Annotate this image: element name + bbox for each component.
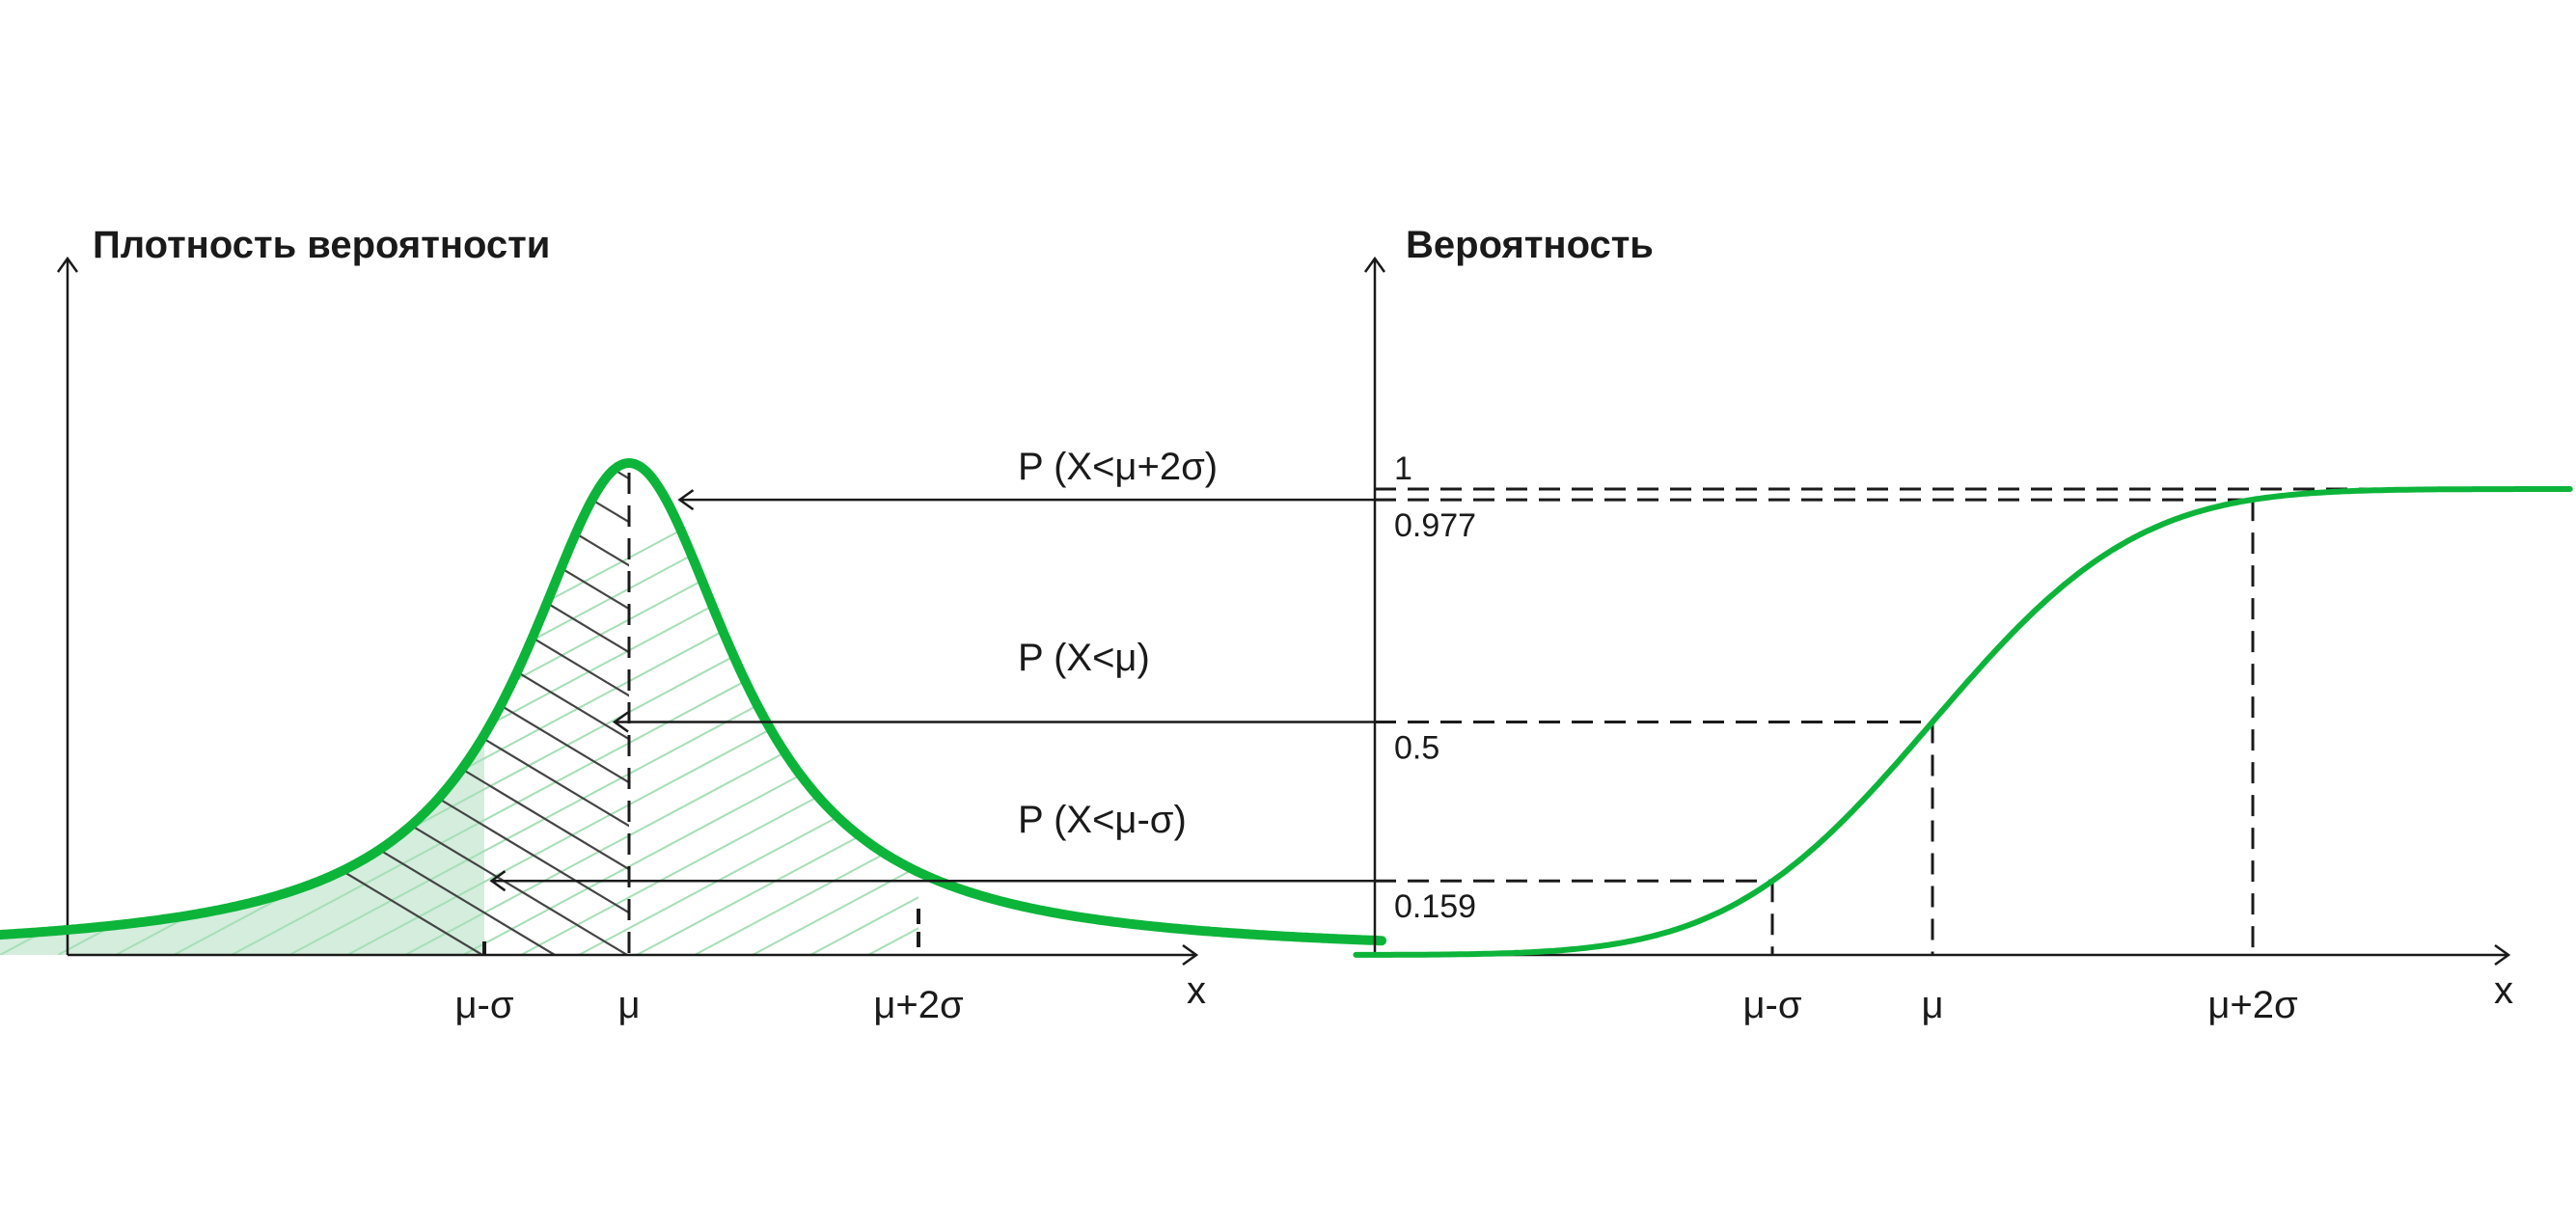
light-hatch-line bbox=[346, 491, 918, 955]
dark-hatch-line bbox=[457, 463, 629, 955]
pdf-filled-region bbox=[0, 734, 484, 955]
light-hatch-line bbox=[462, 491, 918, 955]
pdf-title: Плотность вероятности bbox=[93, 224, 550, 266]
pdf-curve bbox=[0, 457, 1386, 946]
cdf-y-axis-arrow bbox=[1363, 256, 1386, 273]
annotation-p-x-lt-mu-minus-sigma: P (X<μ-σ) bbox=[1018, 799, 1187, 841]
cdf-tick-label-mu-plus-2sigma: μ+2σ bbox=[2207, 984, 2298, 1026]
pdf-dark-hatch bbox=[0, 376, 1785, 955]
cdf-y-tick-0977: 0.977 bbox=[1394, 507, 1476, 544]
pdf-tick-label-mu-plus-2sigma: μ+2σ bbox=[873, 984, 964, 1026]
cdf-title: Вероятность bbox=[1406, 224, 1654, 266]
pdf-x-axis-arrow bbox=[1182, 943, 1199, 967]
pdf-tick-label-mu: μ bbox=[617, 984, 640, 1026]
cdf-x-axis-arrow bbox=[2494, 943, 2511, 967]
cdf-curve bbox=[1353, 486, 2573, 958]
annotation-p-x-lt-mu-plus-2sigma: P (X<μ+2σ) bbox=[1018, 446, 1218, 488]
arrow-head-mu-plus-2sigma bbox=[677, 489, 695, 511]
light-hatch-line bbox=[926, 492, 1795, 955]
pdf-y-axis-arrow bbox=[56, 256, 79, 273]
arrow-head-mu bbox=[612, 711, 629, 733]
light-hatch-line bbox=[115, 491, 918, 955]
light-hatch-line bbox=[288, 491, 918, 955]
annotation-p-x-lt-mu: P (X<μ) bbox=[1018, 637, 1150, 679]
cdf-y-tick-1: 1 bbox=[1394, 450, 1412, 487]
dark-hatch-line bbox=[0, 463, 628, 955]
cdf-tick-label-mu-minus-sigma: μ-σ bbox=[1742, 984, 1801, 1026]
cdf-tick-label-mu: μ bbox=[1921, 984, 1943, 1026]
light-hatch-line bbox=[404, 491, 918, 955]
dark-hatch-line bbox=[748, 376, 1713, 955]
cdf-y-tick-0159: 0.159 bbox=[1394, 888, 1476, 925]
light-hatch-line bbox=[694, 491, 918, 955]
light-hatch-line bbox=[752, 491, 918, 955]
light-hatch-line bbox=[520, 491, 918, 955]
light-hatch-line bbox=[231, 491, 918, 955]
dark-hatch-line bbox=[530, 463, 629, 955]
pdf-tick-label-mu-minus-sigma: μ-σ bbox=[454, 984, 513, 1026]
pdf-x-label: x bbox=[1187, 969, 1206, 1012]
cdf-chart: Вероятность x 1 0.977 0.5 0.159 μ-σ μ μ+… bbox=[1353, 224, 2573, 1026]
dark-hatch-line bbox=[820, 376, 1785, 955]
light-hatch-line bbox=[578, 491, 918, 955]
pdf-chart: Плотность вероятности x μ-σ μ μ+2σ bbox=[0, 224, 1795, 1026]
probability-arrows: P (X<μ+2σ) P (X<μ) P (X<μ-σ) bbox=[489, 446, 1375, 892]
dark-hatch-line bbox=[23, 463, 629, 955]
dark-hatch-line bbox=[168, 463, 629, 955]
arrow-head-mu-minus-sigma bbox=[489, 870, 507, 892]
cdf-y-tick-05: 0.5 bbox=[1394, 730, 1439, 767]
light-hatch-line bbox=[636, 491, 918, 955]
cdf-x-label: x bbox=[2494, 969, 2513, 1012]
